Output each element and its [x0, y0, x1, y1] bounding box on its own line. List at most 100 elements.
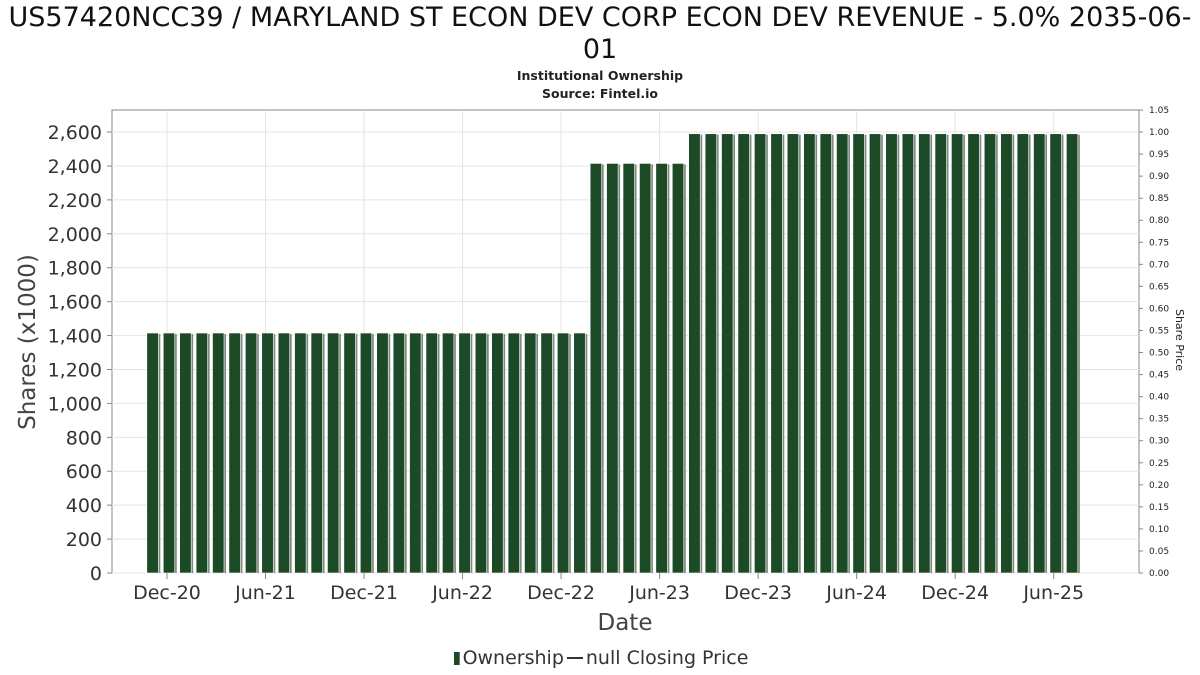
y2-tick-label: 0.10	[1149, 525, 1169, 535]
bar-ownership	[294, 332, 307, 574]
bar-ownership	[458, 332, 471, 574]
x-tick-label: Jun-23	[628, 582, 690, 604]
bar-ownership	[1066, 133, 1079, 574]
bar-ownership	[228, 332, 241, 574]
y-tick-label: 800	[66, 427, 102, 449]
bar-ownership	[557, 332, 570, 574]
bar-ownership	[869, 133, 882, 574]
bar-ownership	[885, 133, 898, 574]
bar-ownership	[901, 133, 914, 574]
bar-ownership	[212, 332, 225, 574]
bar-ownership	[1016, 133, 1029, 574]
chart-title: US57420NCC39 / MARYLAND ST ECON DEV CORP…	[8, 2, 1192, 65]
y2-tick-label: 0.05	[1149, 547, 1169, 557]
y-tick-label: 2,000	[48, 224, 102, 246]
y-tick-label: 1,000	[48, 393, 102, 415]
bar-ownership	[474, 332, 488, 574]
y-tick-label: 2,200	[48, 190, 102, 212]
bar-ownership	[540, 332, 553, 574]
bar-ownership	[606, 163, 619, 574]
bar-ownership	[803, 133, 816, 574]
y2-tick-label: 0.80	[1149, 216, 1169, 226]
bar-ownership	[589, 163, 602, 574]
x-tick-label: Jun-22	[431, 582, 493, 604]
y2-tick-label: 0.15	[1149, 503, 1169, 513]
bar-ownership	[327, 332, 340, 574]
bar-ownership	[507, 332, 520, 574]
y-tick-label: 2,400	[48, 156, 102, 178]
bar-ownership	[343, 332, 356, 574]
y2-tick-label: 0.60	[1149, 304, 1169, 314]
bar-ownership	[688, 133, 701, 574]
bar-ownership	[951, 133, 964, 574]
x-tick-label: Dec-20	[133, 582, 201, 604]
y-axis-label: Shares (x1000)	[15, 254, 41, 430]
y2-tick-label: 0.50	[1149, 349, 1169, 359]
y2-tick-label: 0.95	[1149, 150, 1169, 160]
y2-tick-label: 0.35	[1149, 415, 1169, 425]
y-tick-label: 0	[90, 563, 102, 585]
x-tick-label: Jun-21	[234, 582, 296, 604]
legend-price-label: null Closing Price	[585, 647, 749, 669]
bar-ownership	[1049, 133, 1062, 574]
x-tick-label: Dec-21	[330, 582, 398, 604]
bar-ownership	[786, 133, 800, 574]
bar-ownership	[655, 163, 668, 574]
bar-ownership	[277, 332, 290, 574]
y2-tick-label: 0.75	[1149, 238, 1169, 248]
y2-tick-label: 1.00	[1149, 128, 1169, 138]
y2-tick-label: 0.65	[1149, 282, 1169, 292]
y2-tick-label: 0.30	[1149, 437, 1169, 447]
x-axis-label: Date	[598, 610, 653, 636]
bar-ownership	[195, 332, 208, 574]
y2-tick-label: 0.00	[1149, 569, 1169, 579]
x-tick-label: Dec-22	[527, 582, 595, 604]
y2-tick-label: 0.40	[1149, 393, 1169, 403]
y-tick-label: 1,800	[48, 258, 102, 280]
bar-ownership	[819, 133, 832, 574]
bar-ownership	[671, 163, 685, 574]
x-tick-label: Jun-25	[1022, 582, 1084, 604]
x-tick-label: Jun-24	[825, 582, 887, 604]
y-tick-label: 1,200	[48, 359, 102, 381]
bar-ownership	[162, 332, 176, 574]
legend: Ownership null Closing Price	[0, 647, 1200, 669]
y2-tick-label: 0.90	[1149, 172, 1169, 182]
bar-ownership	[770, 133, 783, 574]
bar-ownership	[261, 332, 274, 574]
bar-ownership	[409, 332, 422, 574]
bar-ownership	[146, 332, 159, 574]
y2-tick-label: 1.05	[1149, 106, 1169, 116]
y-tick-label: 600	[66, 461, 102, 483]
y-tick-label: 400	[66, 495, 102, 517]
y2-tick-label: 0.20	[1149, 481, 1169, 491]
y2-tick-label: 0.55	[1149, 326, 1169, 336]
x-tick-label: Dec-24	[921, 582, 989, 604]
bar-ownership	[852, 133, 865, 574]
bar-ownership	[524, 332, 537, 574]
bar-ownership	[934, 133, 947, 574]
y2-axis-label: Share Price	[1173, 309, 1186, 371]
bar-ownership	[573, 332, 586, 574]
y2-tick-label: 0.45	[1149, 371, 1169, 381]
chart-subtitle: Institutional Ownership	[516, 68, 684, 83]
bar-ownership	[359, 332, 373, 574]
bar-ownership	[983, 133, 997, 574]
bar-ownership	[967, 133, 980, 574]
bar-ownership	[622, 163, 635, 574]
bar-ownership	[491, 332, 504, 574]
x-axis: Dec-20 Jun-21 Dec-21 Jun-22 Dec-22 Jun-23 Dec-…	[133, 573, 1084, 604]
bar-ownership	[245, 332, 258, 574]
bar-ownership	[721, 133, 734, 574]
bar-ownership	[442, 332, 455, 574]
bar-ownership	[1033, 133, 1046, 574]
bar-ownership	[836, 133, 849, 574]
legend-ownership-swatch	[451, 652, 459, 665]
bar-ownership	[737, 133, 750, 574]
bar-ownership	[704, 133, 717, 574]
x-tick-label: Dec-23	[724, 582, 792, 604]
y2-tick-label: 0.85	[1149, 194, 1169, 204]
y-tick-label: 1,600	[48, 292, 102, 314]
bar-ownership	[425, 332, 438, 574]
chart-source: Source: Fintel.io	[542, 86, 658, 101]
